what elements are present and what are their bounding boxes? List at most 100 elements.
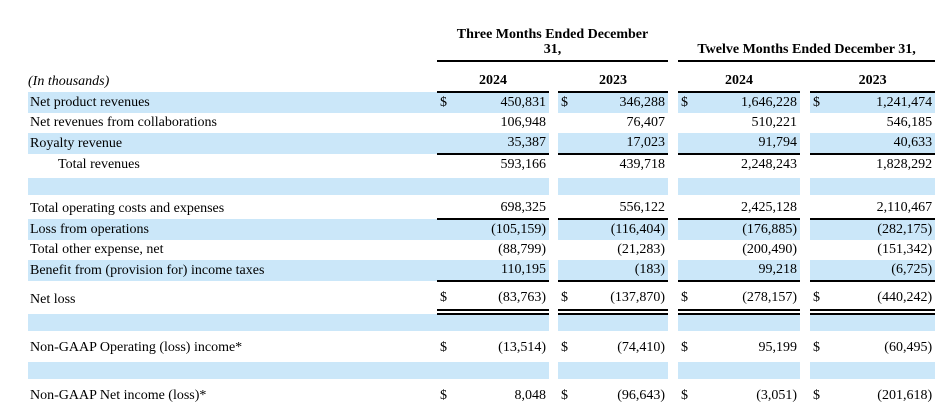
year-header-3mo-2024: 2024 bbox=[437, 61, 549, 93]
amount-cell: (183) bbox=[576, 260, 669, 282]
dollar-sign-cell bbox=[558, 196, 576, 220]
amount-cell: 698,325 bbox=[455, 196, 549, 220]
period-header-three-months-label: Three Months Ended December 31, bbox=[456, 26, 649, 58]
row-label: Net loss bbox=[30, 291, 76, 307]
dollar-sign-cell bbox=[437, 219, 455, 240]
row-label: Benefit from (provision for) income taxe… bbox=[28, 260, 437, 281]
column-gap bbox=[668, 332, 678, 360]
column-gap bbox=[668, 219, 678, 240]
amount-cell: (3,051) bbox=[756, 387, 798, 403]
amount-cell: 91,794 bbox=[696, 133, 801, 155]
row-label: Royalty revenue bbox=[28, 133, 437, 154]
amount-cell bbox=[696, 358, 801, 382]
dollar-sign-cell bbox=[678, 196, 697, 220]
amount-cell: 76,407 bbox=[626, 115, 666, 130]
year-header-12mo-2024: 2024 bbox=[678, 61, 801, 93]
column-gap bbox=[549, 177, 558, 197]
spacer-row bbox=[28, 310, 936, 334]
column-gap bbox=[800, 154, 810, 177]
row-label bbox=[28, 175, 437, 198]
column-gap bbox=[549, 380, 558, 407]
financial-results-table: Three Months Ended December 31, Twelve M… bbox=[28, 12, 936, 407]
year-header-3mo-2023: 2023 bbox=[558, 61, 669, 93]
amount-cell: 1,828,292 bbox=[876, 157, 933, 172]
column-gap bbox=[668, 133, 678, 154]
dollar-sign-cell: $ bbox=[813, 387, 821, 403]
dollar-sign-cell bbox=[810, 133, 829, 155]
amount-cell: (96,643) bbox=[617, 387, 666, 403]
spacer-row bbox=[28, 175, 936, 198]
amount-cell: (282,175) bbox=[828, 219, 936, 240]
dollar-sign-cell: $ bbox=[678, 92, 697, 113]
dollar-sign-cell bbox=[810, 175, 829, 198]
column-gap bbox=[549, 61, 558, 92]
amount-cell: 8,048 bbox=[514, 387, 547, 403]
dollar-sign-cell bbox=[558, 133, 576, 155]
column-gap bbox=[800, 380, 810, 407]
row-label: Loss from operations bbox=[28, 219, 437, 240]
amount-cell: (6,725) bbox=[828, 260, 936, 282]
amount-cell: (176,885) bbox=[696, 219, 801, 240]
column-gap bbox=[549, 113, 558, 133]
dollar-sign-cell bbox=[437, 358, 455, 382]
amount-cell bbox=[696, 310, 801, 334]
dollar-sign-cell bbox=[437, 133, 455, 155]
amount-cell: 450,831 bbox=[455, 92, 549, 113]
dollar-sign-cell bbox=[678, 358, 697, 382]
dollar-sign-cell: $ bbox=[561, 339, 568, 355]
table-row: Benefit from (provision for) income taxe… bbox=[28, 260, 936, 282]
amount-cell: (201,618) bbox=[877, 387, 933, 403]
column-gap bbox=[668, 177, 678, 197]
footnote: *For an explanation of our use of non-GA… bbox=[28, 410, 944, 411]
dollar-sign-cell bbox=[810, 260, 829, 282]
table-row: Total revenues 593,166 439,718 2,248,243 1,8… bbox=[28, 154, 935, 177]
table-row: Net product revenues $450,831 $346,288 $1,6… bbox=[28, 92, 936, 113]
dollar-sign-cell bbox=[810, 196, 829, 220]
dollar-sign-cell bbox=[810, 219, 829, 240]
dollar-sign-cell bbox=[678, 154, 696, 177]
amount-cell bbox=[828, 358, 936, 382]
period-header-twelve-months-label: Twelve Months Ended December 31, bbox=[697, 42, 916, 58]
dollar-sign-cell bbox=[437, 175, 455, 198]
row-label bbox=[28, 358, 437, 382]
amount-cell: 510,221 bbox=[751, 115, 798, 130]
column-gap bbox=[668, 281, 678, 312]
amount-cell: 346,288 bbox=[576, 92, 669, 113]
column-gap bbox=[549, 360, 558, 380]
dollar-sign-cell bbox=[437, 240, 455, 260]
year-header-12mo-2023: 2023 bbox=[810, 61, 936, 93]
column-gap bbox=[800, 332, 810, 360]
year-header-row: (In thousands) 2024 2023 2024 2023 bbox=[28, 61, 936, 93]
column-gap bbox=[668, 380, 678, 407]
column-gap bbox=[549, 197, 558, 220]
amount-cell bbox=[576, 175, 669, 198]
column-gap bbox=[549, 92, 558, 113]
column-gap bbox=[800, 133, 810, 154]
amount-cell: 110,195 bbox=[455, 260, 549, 282]
table-row: Royalty revenue 35,387 17,023 91,794 40,633 bbox=[28, 133, 936, 155]
column-gap bbox=[800, 113, 810, 133]
amount-cell: 439,718 bbox=[619, 157, 666, 172]
dollar-sign-cell: $ bbox=[437, 281, 455, 315]
dollar-sign-cell: $ bbox=[558, 281, 576, 315]
amount-cell: 1,241,474 bbox=[828, 92, 936, 113]
amount-cell: (88,799) bbox=[498, 242, 546, 257]
dollar-sign-cell bbox=[558, 260, 576, 282]
column-gap bbox=[668, 197, 678, 220]
amount-cell: (151,342) bbox=[877, 242, 933, 257]
dollar-sign-cell bbox=[678, 310, 697, 334]
dollar-sign-cell bbox=[810, 240, 828, 260]
amount-cell: (116,404) bbox=[576, 219, 669, 240]
column-gap bbox=[668, 260, 678, 281]
amount-cell: (105,159) bbox=[455, 219, 549, 240]
column-gap bbox=[549, 312, 558, 332]
period-header-twelve-months: Twelve Months Ended December 31, bbox=[678, 12, 936, 62]
table-row: Net revenues from collaborations 106,948 7… bbox=[28, 113, 935, 133]
column-gap bbox=[800, 61, 810, 92]
table-row: Loss from operations (105,159) (116,404) (1… bbox=[28, 219, 936, 240]
amount-cell bbox=[455, 175, 549, 198]
dollar-sign-cell bbox=[558, 240, 576, 260]
column-gap bbox=[800, 360, 810, 380]
dollar-sign-cell bbox=[437, 154, 455, 177]
table-row: Total other expense, net (88,799) (21,283)… bbox=[28, 240, 935, 260]
